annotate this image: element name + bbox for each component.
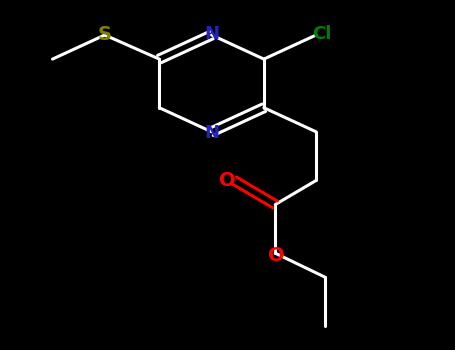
- Text: O: O: [219, 171, 236, 190]
- Text: O: O: [268, 246, 284, 265]
- Text: N: N: [204, 124, 219, 142]
- Text: S: S: [98, 26, 112, 44]
- Text: N: N: [204, 25, 219, 43]
- Text: Cl: Cl: [312, 25, 331, 43]
